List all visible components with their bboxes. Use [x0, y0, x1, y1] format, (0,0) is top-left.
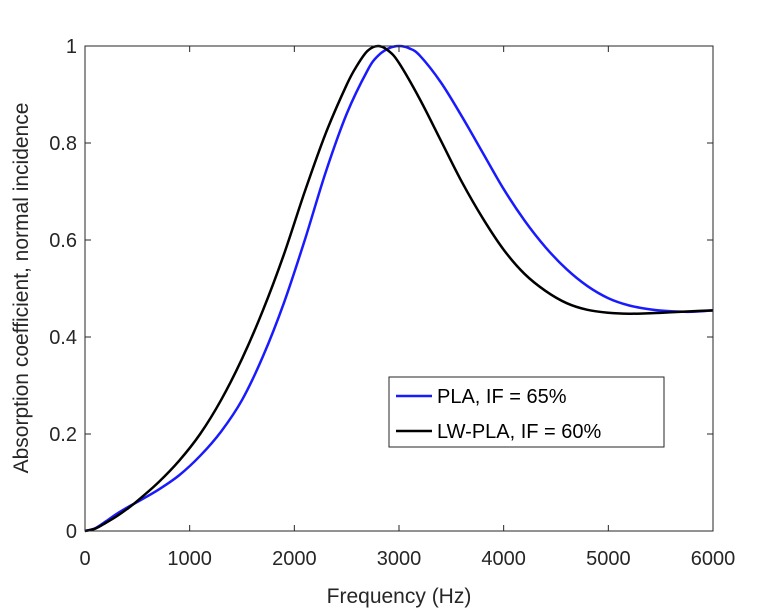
- x-tick-label: 4000: [481, 548, 526, 570]
- series-layer: [84, 44, 714, 533]
- y-tick-label: 0.2: [49, 424, 77, 446]
- legend-label-lw-pla: LW-PLA, IF = 60%: [437, 421, 602, 443]
- x-tick-label: 1000: [167, 548, 212, 570]
- x-tick-label: 6000: [691, 548, 736, 570]
- legend-label-pla: PLA, IF = 65%: [437, 386, 567, 408]
- y-tick-label: 1: [66, 36, 77, 58]
- x-axis-title: Frequency (Hz): [327, 585, 472, 608]
- y-axis-title: Absorption coefficient, normal incidence: [10, 103, 33, 474]
- x-tick-label: 0: [79, 548, 90, 570]
- y-tick-label: 0.4: [49, 327, 77, 349]
- y-axis: 0 0.2 0.4 0.6 0.8 1: [49, 36, 713, 543]
- y-tick-label: 0.6: [49, 230, 77, 252]
- series-line-0: [84, 44, 714, 533]
- x-tick-label: 3000: [377, 548, 422, 570]
- legend: PLA, IF = 65% LW-PLA, IF = 60%: [388, 376, 665, 448]
- y-tick-label: 0: [66, 521, 77, 543]
- series-line-1: [84, 44, 714, 533]
- legend-box: [388, 376, 665, 448]
- plot-area: [85, 46, 713, 531]
- x-tick-label: 2000: [272, 548, 317, 570]
- x-tick-label: 5000: [586, 548, 631, 570]
- x-axis: 0 1000 2000 3000 4000 5000 6000: [79, 46, 735, 570]
- y-tick-label: 0.8: [49, 133, 77, 155]
